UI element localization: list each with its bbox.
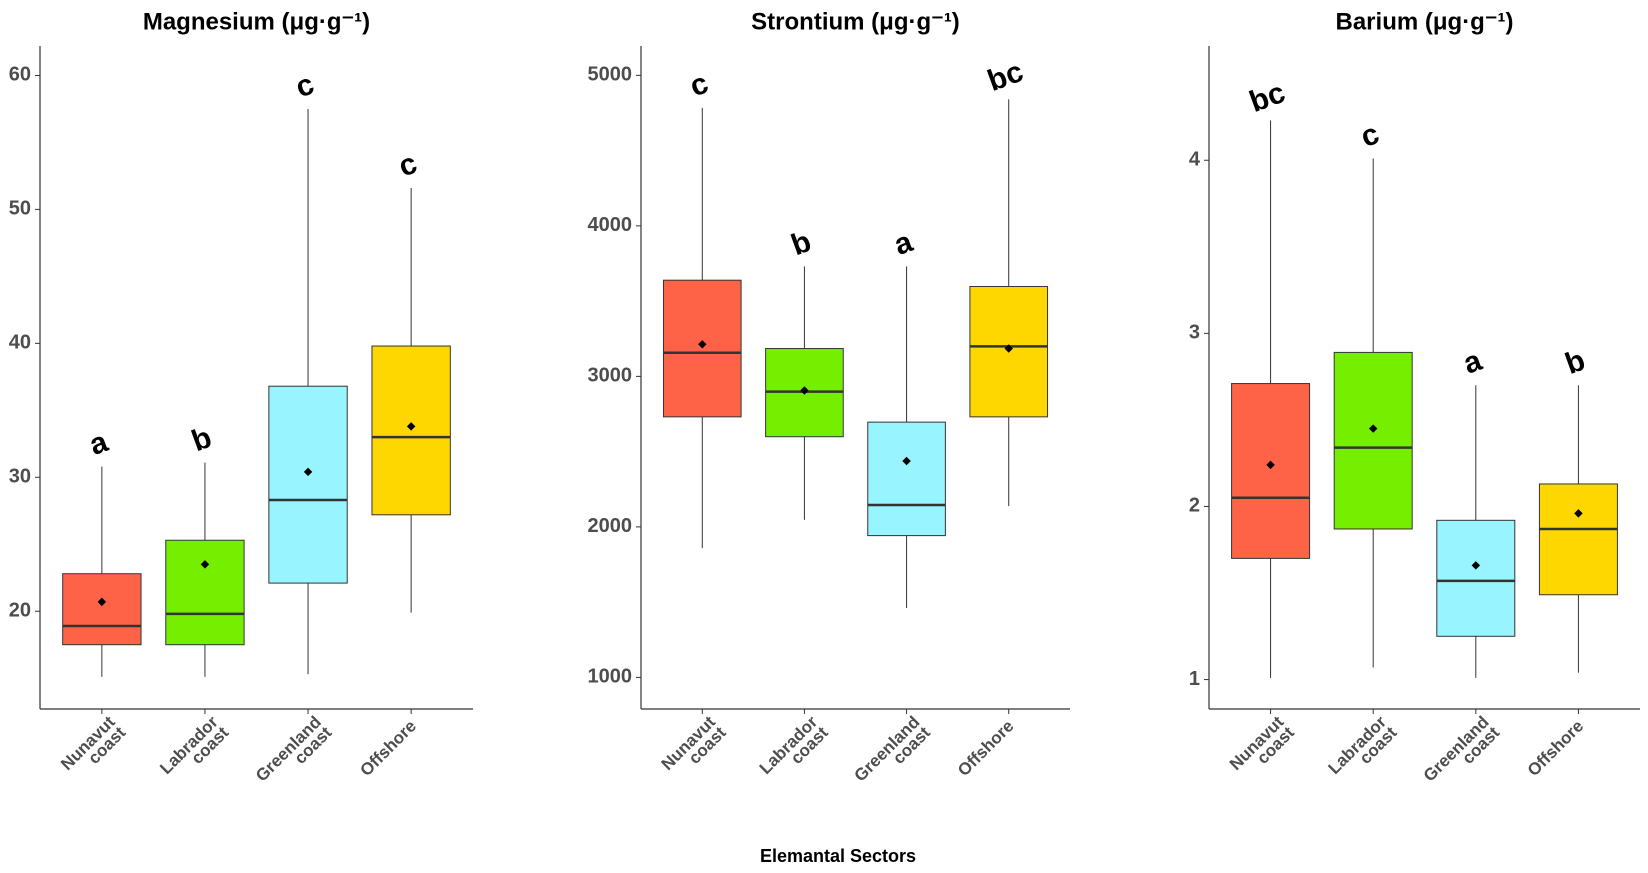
x-tick-label: Offshore [1524,716,1588,780]
significance-letter: a [890,225,917,262]
mean-point [1266,460,1275,470]
x-tick-label: Greenlandcoast [1420,712,1504,796]
significance-letter: b [187,421,216,458]
y-tick-label: 4000 [588,214,633,236]
significance-letter: a [1459,344,1486,381]
mean-point [800,386,809,395]
y-tick-label: 3000 [588,365,633,387]
y-tick-label: 20 [9,600,31,622]
box [1333,351,1413,530]
significance-letter: c [686,67,713,104]
mean-point [1004,344,1013,353]
significance-letter: b [787,225,816,262]
panel-title: Strontium (μg·g⁻¹) [751,8,960,35]
significance-letter: c [394,147,421,184]
y-tick-label: 3 [1189,322,1200,344]
mean-point [1471,561,1481,570]
x-tick-label: Offshore [954,716,1018,780]
mean-point [902,456,911,466]
box [268,385,348,584]
y-tick-label: 2 [1189,495,1200,517]
significance-letter: b [1561,344,1590,381]
panel-title: Magnesium (μg·g⁻¹) [143,8,370,35]
x-tick-label: Nunavutcoast [57,712,129,784]
y-tick-label: 40 [9,332,31,354]
y-tick-label: 30 [9,466,31,488]
box [867,421,946,537]
x-tick-label: Greenlandcoast [252,712,336,796]
y-tick-label: 1000 [588,666,633,688]
box [1436,519,1516,637]
x-tick-label: Nunavutcoast [658,712,730,784]
panel-title: Barium (μg·g⁻¹) [1336,8,1514,35]
box [165,539,245,646]
box [62,573,142,646]
mean-point [1574,509,1583,518]
x-tick-label: Labradorcoast [1324,712,1400,788]
x-tick-label: Labradorcoast [756,712,832,788]
y-tick-label: 2000 [588,515,633,537]
significance-letter: c [1356,117,1383,154]
y-tick-label: 1 [1189,668,1200,690]
y-tick-label: 60 [9,64,31,86]
y-tick-label: 50 [9,198,31,220]
mean-point [1368,424,1378,433]
mean-point [698,340,707,349]
mean-point [406,422,416,431]
significance-letter: c [291,68,318,105]
significance-letter: bc [1245,76,1289,119]
significance-letter: bc [983,55,1027,98]
significance-letter: a [85,425,112,462]
x-axis-title: Elemantal Sectors [760,846,916,866]
y-tick-label: 4 [1189,149,1201,171]
y-tick-label: 5000 [588,64,633,86]
box [1231,383,1311,559]
box [1538,483,1618,596]
x-tick-label: Greenlandcoast [851,712,935,796]
x-tick-label: Labradorcoast [156,712,232,788]
mean-point [303,467,313,477]
x-tick-label: Nunavutcoast [1226,712,1298,784]
x-tick-label: Offshore [356,716,420,780]
